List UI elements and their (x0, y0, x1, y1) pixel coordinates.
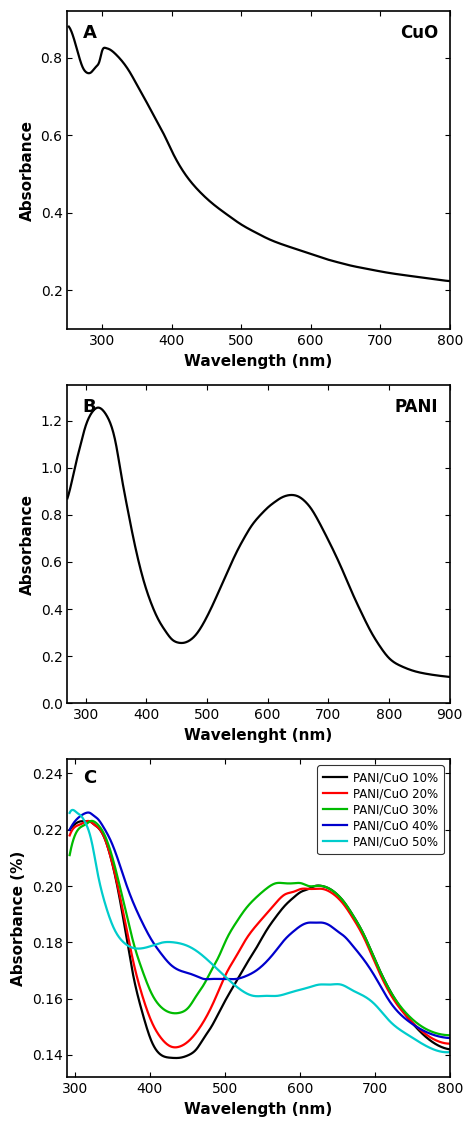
PANI/CuO 30% (370, 949, 376, 962)
PANI/CuO 20% (67, 829, 73, 843)
PANI/CuO 10% (67, 823, 73, 837)
PANI/CuO 40% (364, 957, 369, 970)
PANI/CuO 50% (370, 996, 376, 1010)
Text: A: A (82, 24, 97, 42)
PANI/CuO 40% (221, 972, 227, 986)
PANI/CuO 20% (106, 844, 112, 857)
Line: PANI/CuO 40%: PANI/CuO 40% (70, 812, 450, 1038)
Line: PANI/CuO 30%: PANI/CuO 30% (70, 821, 450, 1036)
PANI/CuO 40% (106, 830, 112, 844)
PANI/CuO 40% (370, 967, 376, 980)
PANI/CuO 10% (235, 972, 241, 986)
PANI/CuO 20% (85, 814, 91, 828)
Line: PANI/CuO 50%: PANI/CuO 50% (70, 810, 450, 1052)
Line: PANI/CuO 10%: PANI/CuO 10% (70, 821, 450, 1058)
PANI/CuO 40% (67, 823, 73, 837)
PANI/CuO 40% (85, 805, 91, 819)
Text: CuO: CuO (400, 24, 438, 42)
PANI/CuO 30% (67, 848, 73, 862)
Legend: PANI/CuO 10%, PANI/CuO 20%, PANI/CuO 30%, PANI/CuO 40%, PANI/CuO 50%: PANI/CuO 10%, PANI/CuO 20%, PANI/CuO 30%… (318, 765, 444, 854)
PANI/CuO 30% (364, 933, 369, 946)
PANI/CuO 20% (235, 946, 241, 960)
Text: PANI: PANI (395, 398, 438, 416)
PANI/CuO 20% (364, 937, 370, 951)
PANI/CuO 50% (447, 1046, 453, 1059)
PANI/CuO 30% (235, 914, 240, 927)
Text: C: C (82, 769, 96, 787)
PANI/CuO 30% (221, 938, 227, 952)
PANI/CuO 20% (172, 1041, 178, 1055)
PANI/CuO 30% (106, 839, 112, 853)
PANI/CuO 50% (328, 978, 334, 992)
PANI/CuO 50% (444, 1046, 450, 1059)
PANI/CuO 40% (328, 919, 334, 933)
PANI/CuO 10% (371, 950, 376, 963)
PANI/CuO 10% (221, 996, 227, 1010)
PANI/CuO 10% (173, 1051, 179, 1065)
X-axis label: Wavelenght (nm): Wavelenght (nm) (184, 728, 333, 742)
Y-axis label: Absorbance: Absorbance (20, 120, 35, 221)
Y-axis label: Absorbance: Absorbance (20, 494, 35, 594)
PANI/CuO 30% (328, 883, 334, 897)
PANI/CuO 10% (86, 814, 91, 828)
Text: B: B (82, 398, 96, 416)
PANI/CuO 30% (447, 1029, 453, 1042)
PANI/CuO 10% (447, 1042, 453, 1056)
PANI/CuO 20% (221, 971, 227, 985)
PANI/CuO 50% (67, 807, 73, 820)
Line: PANI/CuO 20%: PANI/CuO 20% (70, 821, 450, 1048)
PANI/CuO 50% (235, 980, 240, 994)
PANI/CuO 10% (328, 883, 334, 897)
PANI/CuO 10% (364, 934, 370, 948)
PANI/CuO 20% (328, 885, 334, 899)
X-axis label: Wavelength (nm): Wavelength (nm) (184, 1102, 333, 1117)
PANI/CuO 50% (70, 803, 75, 817)
PANI/CuO 40% (447, 1031, 453, 1045)
PANI/CuO 50% (364, 990, 369, 1004)
PANI/CuO 30% (89, 814, 94, 828)
Y-axis label: Absorbance (%): Absorbance (%) (11, 851, 26, 986)
PANI/CuO 40% (235, 972, 240, 986)
PANI/CuO 50% (106, 909, 112, 923)
PANI/CuO 50% (221, 969, 227, 982)
X-axis label: Wavelength (nm): Wavelength (nm) (184, 353, 333, 369)
PANI/CuO 20% (447, 1037, 453, 1050)
PANI/CuO 20% (371, 953, 376, 967)
PANI/CuO 10% (106, 844, 112, 857)
